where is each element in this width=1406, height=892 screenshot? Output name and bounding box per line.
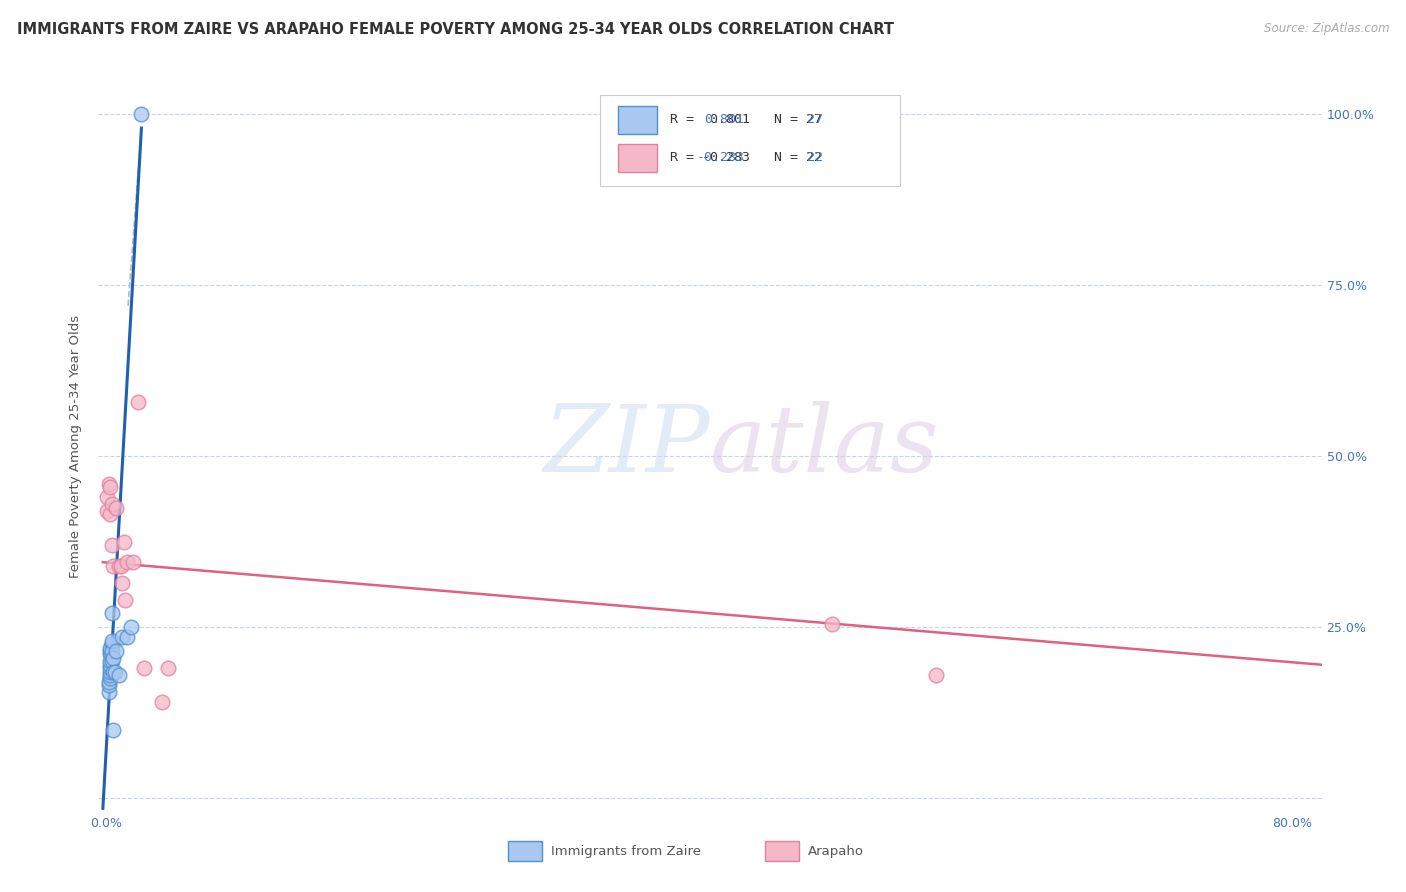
- Point: [97, 674, 120, 689]
- Point: [103, 558, 125, 573]
- Text: R = -0.283   N = 22: R = -0.283 N = 22: [669, 151, 821, 163]
- Point: [821, 616, 844, 631]
- Point: [96, 504, 118, 518]
- Text: Source: ZipAtlas.com: Source: ZipAtlas.com: [1264, 22, 1389, 36]
- Point: [121, 555, 143, 569]
- Text: -0.283: -0.283: [696, 151, 745, 163]
- Point: [112, 534, 135, 549]
- Point: [103, 665, 125, 679]
- Point: [105, 644, 128, 658]
- Point: [115, 555, 138, 569]
- Point: [97, 678, 120, 692]
- Point: [103, 651, 125, 665]
- Text: 22: 22: [807, 151, 823, 163]
- Point: [131, 107, 153, 121]
- Point: [115, 631, 138, 645]
- Point: [100, 644, 122, 658]
- Point: [100, 538, 122, 552]
- FancyBboxPatch shape: [619, 144, 658, 171]
- Point: [98, 480, 121, 494]
- Point: [98, 648, 121, 662]
- Point: [157, 661, 180, 675]
- Point: [98, 661, 121, 675]
- Point: [111, 631, 134, 645]
- Point: [100, 633, 122, 648]
- Point: [98, 640, 121, 655]
- Point: [103, 723, 125, 737]
- Point: [127, 394, 149, 409]
- Point: [100, 637, 122, 651]
- Point: [105, 500, 128, 515]
- Text: Arapaho: Arapaho: [808, 845, 863, 858]
- FancyBboxPatch shape: [619, 106, 658, 134]
- Point: [110, 558, 132, 573]
- Point: [97, 685, 120, 699]
- Text: ZIP: ZIP: [543, 401, 710, 491]
- Text: atlas: atlas: [710, 401, 939, 491]
- Point: [108, 668, 131, 682]
- Point: [100, 497, 122, 511]
- Text: R =  0.801   N = 27: R = 0.801 N = 27: [669, 112, 821, 126]
- Point: [114, 592, 136, 607]
- Point: [98, 508, 121, 522]
- Point: [104, 665, 127, 679]
- FancyBboxPatch shape: [508, 841, 543, 862]
- Point: [98, 654, 121, 668]
- Text: Immigrants from Zaire: Immigrants from Zaire: [551, 845, 702, 858]
- Text: 27: 27: [807, 112, 823, 126]
- Point: [108, 558, 131, 573]
- Point: [98, 665, 121, 679]
- FancyBboxPatch shape: [600, 95, 900, 186]
- Y-axis label: Female Poverty Among 25-34 Year Olds: Female Poverty Among 25-34 Year Olds: [69, 315, 83, 577]
- Point: [120, 620, 142, 634]
- Point: [925, 668, 948, 682]
- Point: [96, 490, 118, 504]
- Point: [98, 644, 121, 658]
- Text: IMMIGRANTS FROM ZAIRE VS ARAPAHO FEMALE POVERTY AMONG 25-34 YEAR OLDS CORRELATIO: IMMIGRANTS FROM ZAIRE VS ARAPAHO FEMALE …: [17, 22, 894, 37]
- Point: [98, 657, 121, 672]
- Point: [100, 654, 122, 668]
- Point: [97, 476, 120, 491]
- Point: [111, 575, 134, 590]
- Point: [98, 672, 121, 686]
- Point: [100, 607, 122, 621]
- Point: [98, 668, 121, 682]
- Text: 0.801: 0.801: [704, 112, 744, 126]
- Point: [150, 695, 173, 709]
- Point: [134, 661, 156, 675]
- FancyBboxPatch shape: [765, 841, 800, 862]
